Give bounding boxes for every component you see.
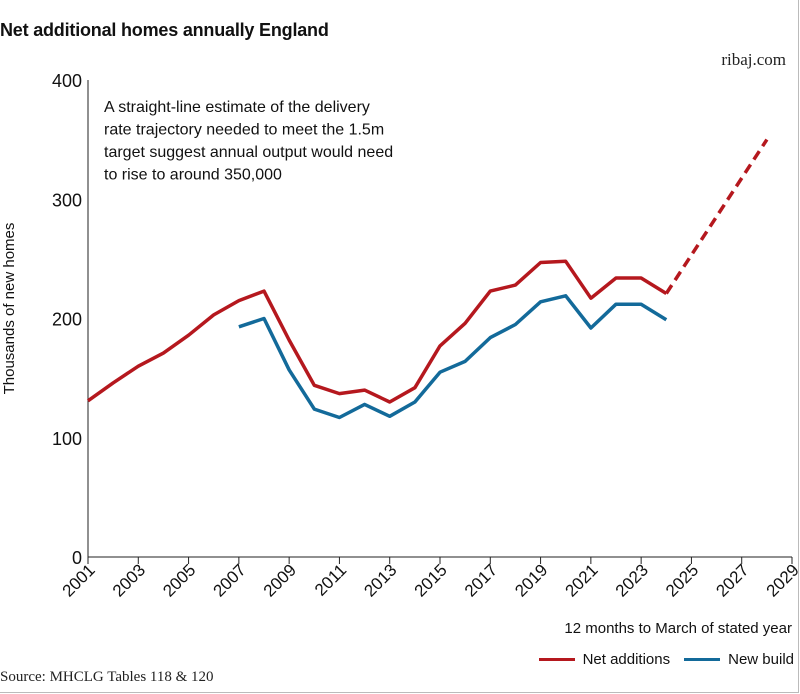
x-tick-label-2025: 2025 xyxy=(662,560,702,600)
series-line-projection xyxy=(664,138,769,295)
chart-title: Net additional homes annually England xyxy=(0,20,329,40)
x-tick-label-2027: 2027 xyxy=(712,560,752,600)
x-tick-label-2023: 2023 xyxy=(612,560,652,600)
legend-item-net-additions: Net additions xyxy=(538,651,671,668)
x-tick-label-2029: 2029 xyxy=(763,560,800,600)
legend: Net additions New build xyxy=(525,651,794,668)
x-tick-label-2011: 2011 xyxy=(311,560,350,599)
legend-label-net-additions: Net additions xyxy=(582,651,671,668)
y-tick-label-200: 200 xyxy=(52,310,82,330)
annotation-text: A straight-line estimate of the delivery… xyxy=(104,99,393,184)
annotation-line-1: A straight-line estimate of the delivery xyxy=(104,99,370,116)
x-tick-label-2021: 2021 xyxy=(562,560,602,600)
annotation-line-3: target suggest annual output would need xyxy=(104,144,393,161)
x-axis-label: 12 months to March of stated year xyxy=(564,620,792,637)
y-axis-label: Thousands of new homes xyxy=(1,223,18,395)
x-tick-label-2007: 2007 xyxy=(210,560,250,600)
legend-item-new-build: New build xyxy=(684,651,794,668)
y-tick-label-400: 400 xyxy=(52,71,82,91)
x-tick-label-2017: 2017 xyxy=(461,560,501,600)
annotation-line-4: to rise to around 350,000 xyxy=(104,167,282,184)
y-tick-label-100: 100 xyxy=(52,429,82,449)
series-line-net xyxy=(86,259,668,404)
brand-label: ribaj.com xyxy=(721,50,786,69)
legend-label-new-build: New build xyxy=(728,651,794,668)
x-tick-label-2015: 2015 xyxy=(411,560,451,600)
series-lines xyxy=(86,138,769,420)
series-line-newbuild xyxy=(238,294,668,420)
annotation-line-2: rate trajectory needed to meet the 1.5m xyxy=(104,122,384,139)
x-tick-label-2001: 2001 xyxy=(59,560,99,600)
y-tick-label-0: 0 xyxy=(72,548,82,568)
source-note: Source: MHCLG Tables 118 & 120 xyxy=(0,669,214,685)
x-tick-label-2003: 2003 xyxy=(109,560,149,600)
x-tick-label-2009: 2009 xyxy=(260,560,300,600)
x-tick-label-2005: 2005 xyxy=(159,560,199,600)
legend-swatch-new-build xyxy=(684,658,721,661)
x-tick-label-2019: 2019 xyxy=(511,560,551,600)
legend-swatch-net-additions xyxy=(538,658,575,661)
y-tick-label-300: 300 xyxy=(52,190,82,210)
x-tick-label-2013: 2013 xyxy=(360,560,400,600)
